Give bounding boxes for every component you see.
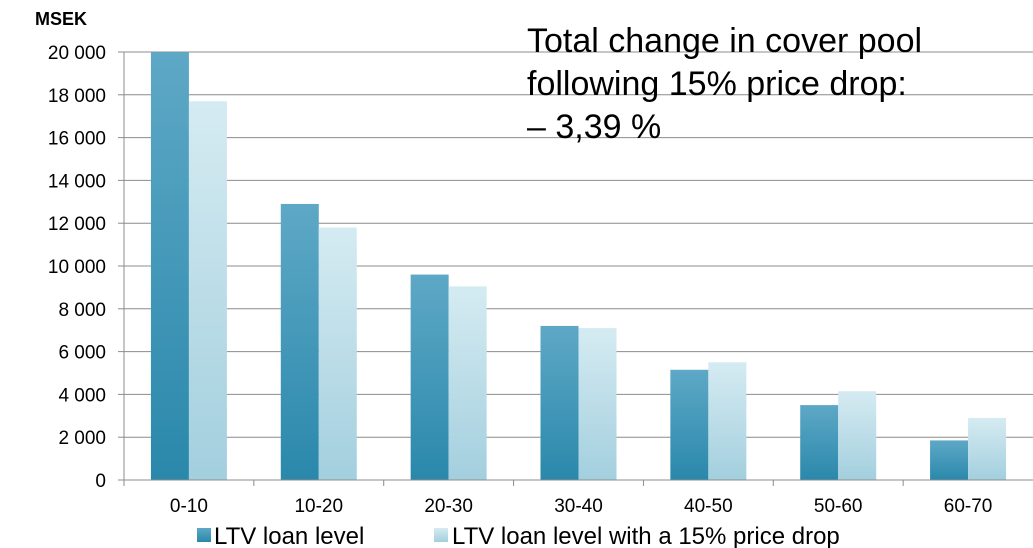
y-tick-label: 8 000 [58,300,106,321]
chart-annotation: Total change in cover pool following 15%… [527,22,922,146]
y-tick-label: 18 000 [48,86,106,107]
y-tick-label: 0 [95,471,106,492]
bar-series-2 [578,328,617,480]
bar-series-2 [318,227,357,480]
x-tick-label: 60-70 [944,496,993,517]
x-tick-label: 20-30 [424,496,473,517]
bar-series-2 [188,101,227,480]
legend-label-series-2: LTV loan level with a 15% price drop [452,523,840,548]
bar-series-1 [800,405,839,480]
bar-series-2 [968,417,1007,480]
bar-series-2 [448,286,487,480]
legend-swatch-series-1 [197,528,211,542]
gridlines [124,51,1033,438]
y-tick-label: 16 000 [48,129,106,150]
y-tick-label: 2 000 [58,428,106,449]
x-tick-label: 40-50 [684,496,733,517]
bar-series-1 [150,52,189,480]
bar-series-1 [670,369,709,480]
legend-swatch-series-2 [434,528,448,542]
legend: LTV loan level LTV loan level with a 15%… [197,523,840,548]
bar-series-1 [410,274,449,480]
bar-series-1 [930,440,969,480]
y-unit-label: MSEK [35,9,87,29]
y-tick-label: 10 000 [48,257,106,278]
x-axis: 0-10 10-20 20-30 30-40 40-50 50-60 60-70 [123,52,1033,517]
legend-label-series-1: LTV loan level [214,523,364,548]
annotation-line-1: Total change in cover pool [527,22,922,60]
bars [150,52,1007,480]
annotation-line-3: – 3,39 % [527,108,661,146]
y-tick-label: 20 000 [48,43,106,64]
annotation-line-2: following 15% price drop: [527,65,907,103]
y-axis-ticks: 0 2 000 4 000 6 000 8 000 10 000 12 000 14 000 1… [48,43,124,492]
bar-series-2 [708,362,747,480]
x-tick-label: 50-60 [814,496,863,517]
bar-series-1 [280,203,319,480]
y-tick-label: 14 000 [48,171,106,192]
y-tick-label: 4 000 [58,385,106,406]
bar-series-2 [838,391,877,480]
y-tick-label: 12 000 [48,214,106,235]
bar-series-1 [540,325,579,480]
y-tick-label: 6 000 [58,343,106,364]
x-tick-label: 0-10 [170,496,208,517]
x-tick-label: 30-40 [554,496,603,517]
x-tick-label: 10-20 [294,496,343,517]
